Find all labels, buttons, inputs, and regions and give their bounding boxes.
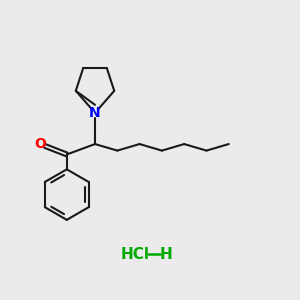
Text: N: N [89, 106, 101, 120]
Text: O: O [34, 137, 46, 151]
Text: H: H [160, 247, 173, 262]
Text: HCl: HCl [121, 247, 150, 262]
